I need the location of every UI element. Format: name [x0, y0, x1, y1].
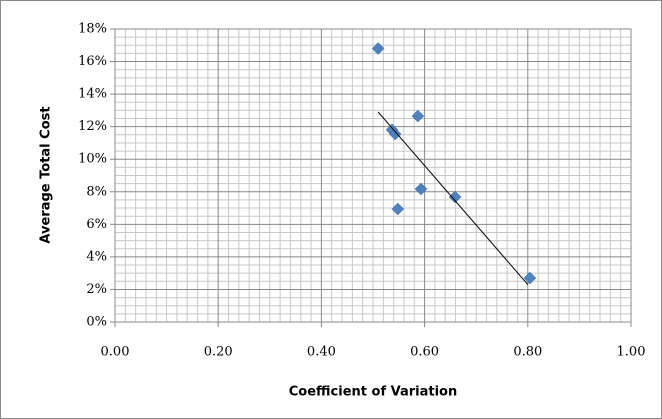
- y-tick-label: 18%: [78, 22, 107, 37]
- x-tick-label: 0.20: [204, 345, 233, 360]
- point: [411, 109, 425, 123]
- y-tick-label: 16%: [78, 54, 107, 69]
- point: [371, 42, 385, 55]
- trendline: [377, 111, 529, 285]
- point: [523, 271, 537, 285]
- plot-area-border: [114, 28, 632, 323]
- y-tick-label: 14%: [78, 87, 107, 102]
- x-tick-label: 1.00: [617, 345, 646, 360]
- y-axis-label: Average Total Cost: [39, 106, 54, 243]
- y-tick-label: 6%: [86, 217, 107, 232]
- y-tick-label: 2%: [86, 282, 107, 297]
- x-tick-label: 0.40: [307, 345, 336, 360]
- y-tick-label: 10%: [78, 152, 107, 167]
- x-axis-label: Coefficient of Variation: [289, 385, 458, 400]
- y-tick-label: 12%: [78, 119, 107, 134]
- y-tick-label: 4%: [86, 249, 107, 264]
- x-tick-label: 0.80: [513, 345, 542, 360]
- y-tick-label: 8%: [86, 184, 107, 199]
- x-tick-label: 0.60: [410, 345, 439, 360]
- point: [414, 182, 428, 196]
- y-tick-label: 0%: [86, 315, 107, 330]
- x-tick-label: 0.00: [101, 345, 130, 360]
- point: [388, 127, 402, 141]
- point: [448, 190, 462, 204]
- point: [391, 202, 405, 216]
